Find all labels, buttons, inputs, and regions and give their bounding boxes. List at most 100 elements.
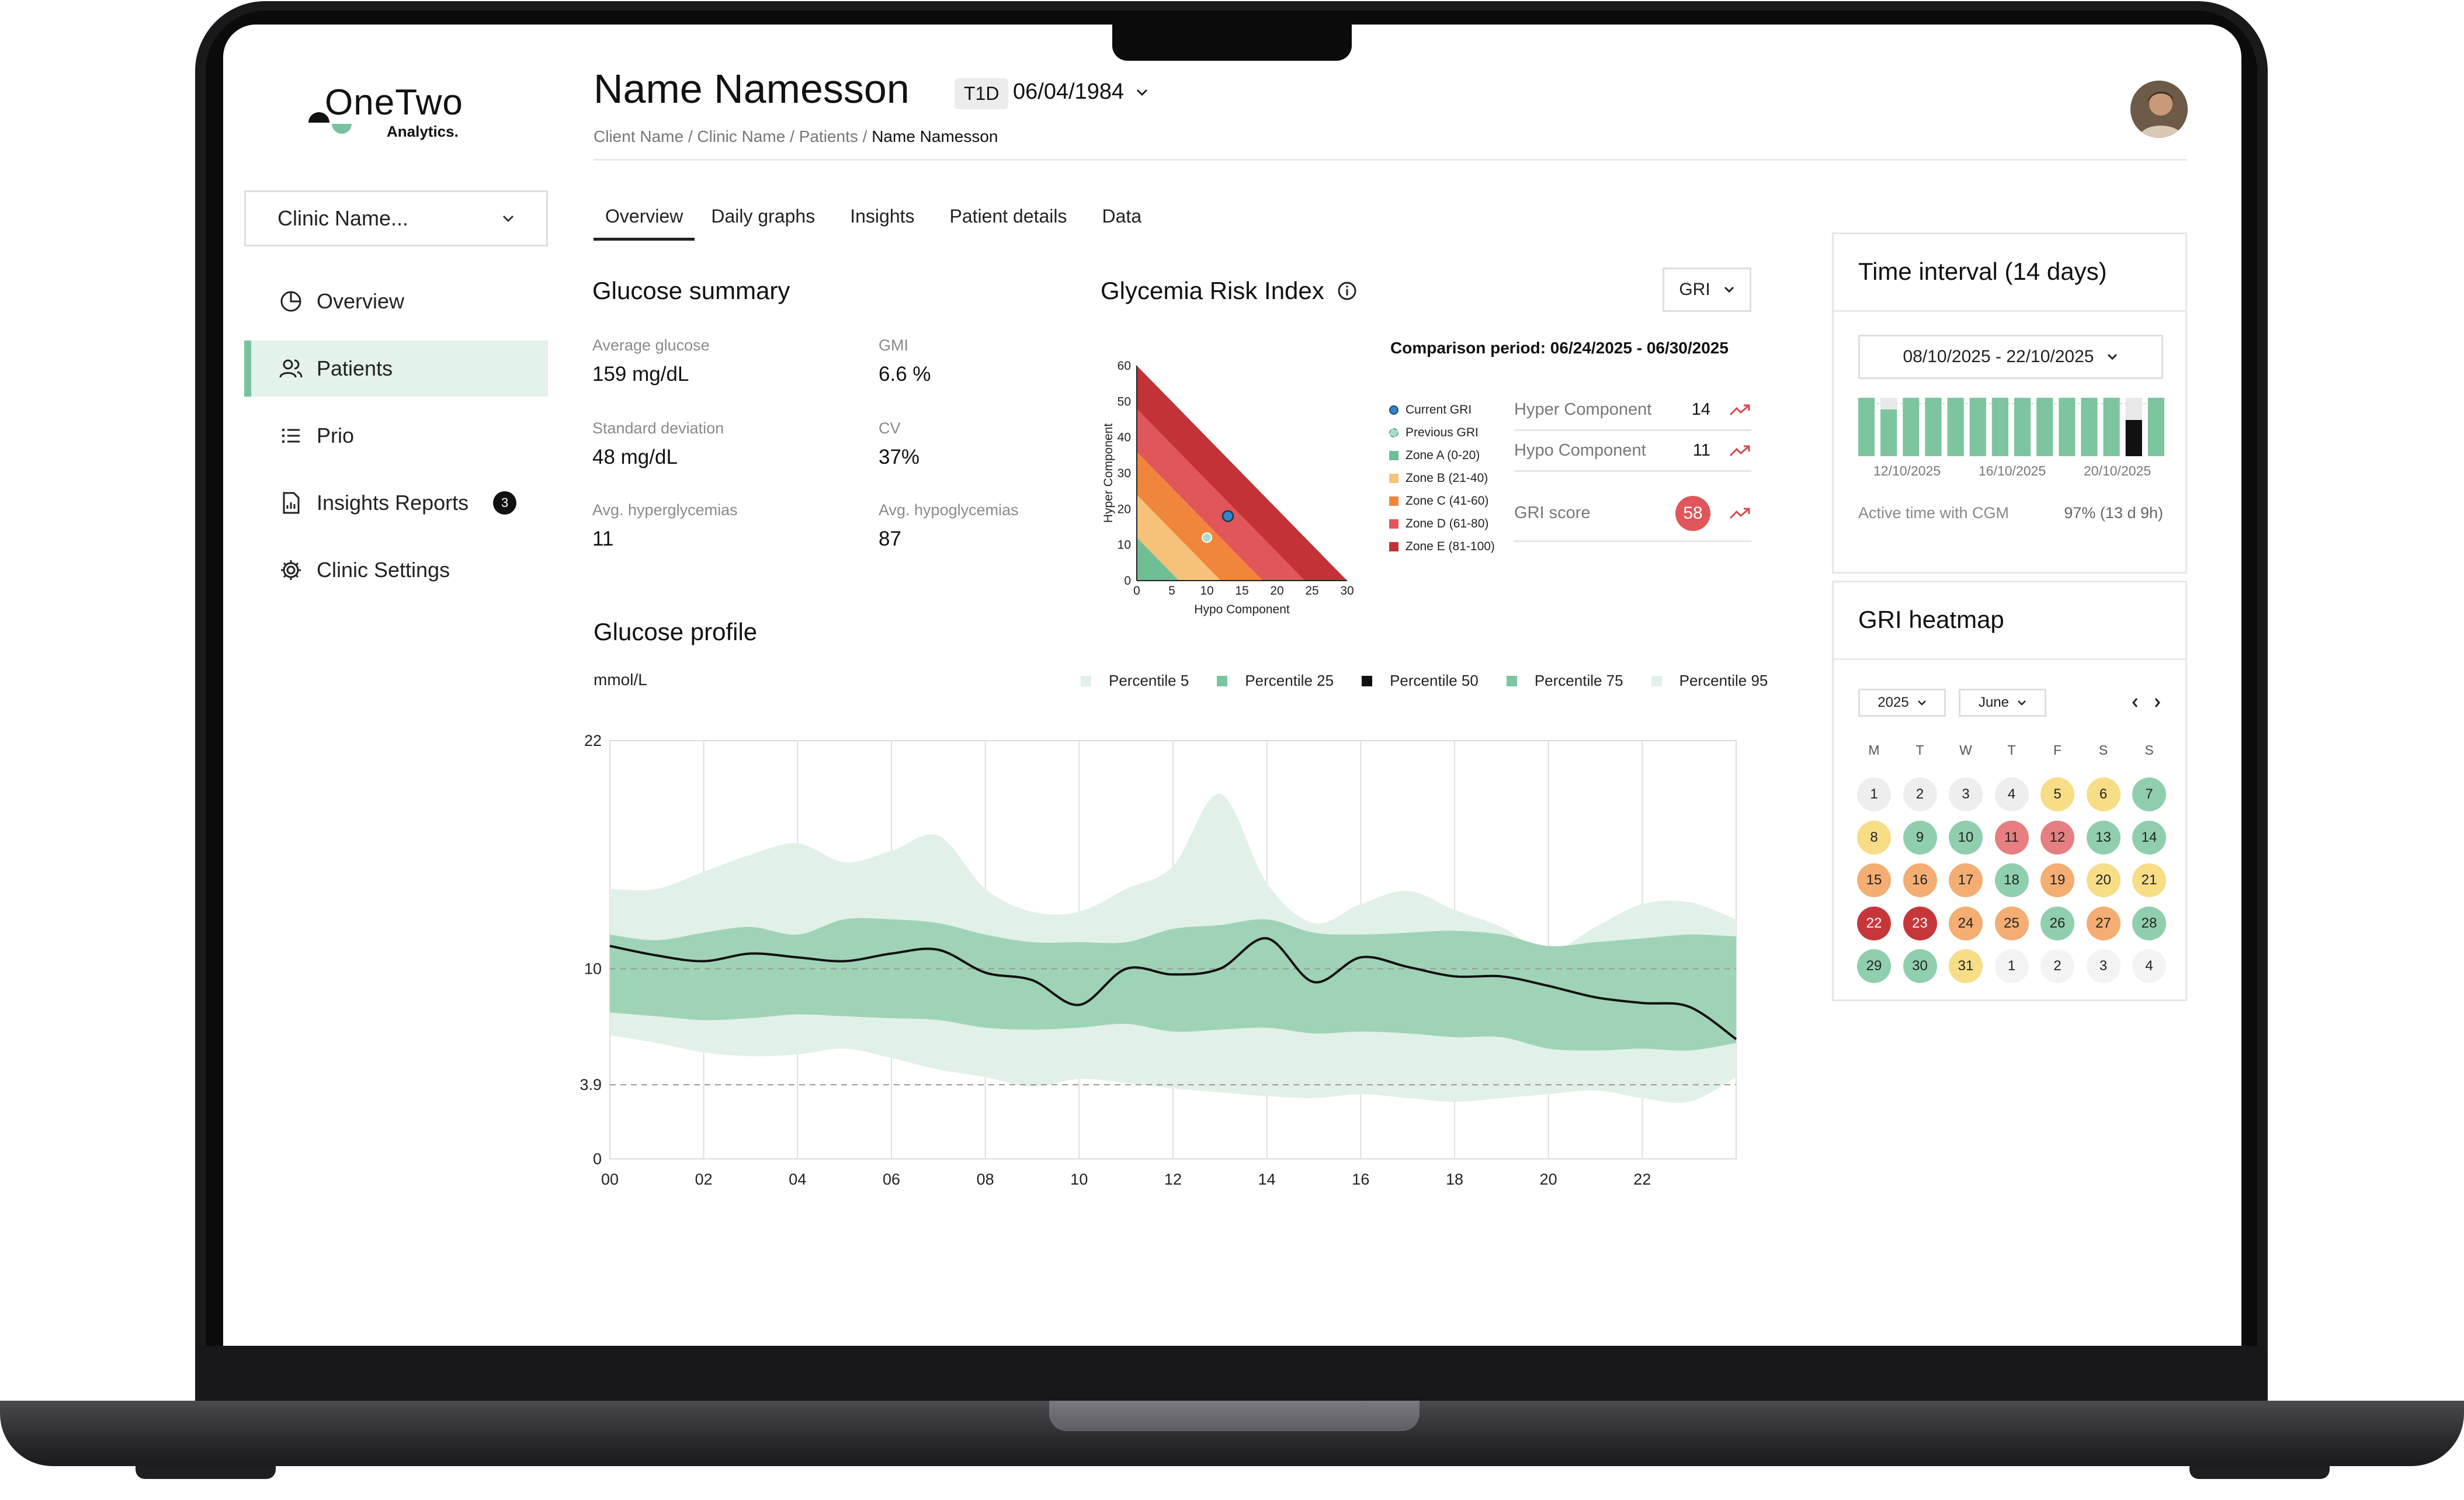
x-tick-label: 22 bbox=[1633, 1171, 1651, 1188]
cgm-bar-track bbox=[2059, 398, 2076, 456]
avatar[interactable] bbox=[2130, 81, 2188, 138]
gri-title: Glycemia Risk Index bbox=[1101, 277, 1324, 304]
gri-legend: Current GRI Previous GRI Zone A (0-20) Z… bbox=[1389, 398, 1495, 558]
cgm-bar-track bbox=[1903, 398, 1920, 456]
calendar-day[interactable]: 1 bbox=[1994, 949, 2029, 983]
calendar-day[interactable]: 17 bbox=[1949, 863, 1983, 897]
calendar-day[interactable]: 18 bbox=[1994, 863, 2029, 897]
sidebar-item-insights-reports[interactable]: Insights Reports 3 bbox=[244, 475, 548, 531]
calendar-day[interactable]: 20 bbox=[2086, 863, 2121, 897]
tab-patient-details[interactable]: Patient details bbox=[949, 206, 1067, 227]
weekday-label: S bbox=[2144, 742, 2154, 758]
calendar-day[interactable]: 3 bbox=[2086, 949, 2121, 983]
calendar-day[interactable]: 19 bbox=[2040, 863, 2074, 897]
calendar-day[interactable]: 9 bbox=[1903, 820, 1937, 855]
pie-chart-icon bbox=[278, 289, 304, 314]
cgm-date-tick: 12/10/2025 bbox=[1873, 463, 1941, 478]
calendar-day[interactable]: 1 bbox=[1857, 777, 1891, 811]
calendar-day[interactable]: 5 bbox=[2040, 777, 2074, 811]
legend-swatch bbox=[1389, 541, 1398, 551]
cgm-bar-track bbox=[1925, 398, 1942, 456]
breadcrumb-client[interactable]: Client Name bbox=[594, 127, 684, 145]
laptop-chin bbox=[195, 1346, 2268, 1402]
info-icon[interactable] bbox=[1337, 281, 1357, 301]
user-avatar-icon bbox=[2130, 81, 2188, 138]
legend-percentile-25: Percentile 25 bbox=[1217, 672, 1334, 690]
gri-x-label: Hypo Component bbox=[1194, 603, 1290, 616]
calendar-day[interactable]: 10 bbox=[1949, 820, 1983, 855]
legend-zone-a: Zone A (0-20) bbox=[1389, 444, 1495, 467]
list-icon bbox=[278, 423, 304, 449]
y-tick-label: 10 bbox=[584, 960, 602, 978]
chevron-left-icon[interactable] bbox=[2130, 696, 2140, 710]
weekday-label: T bbox=[1915, 742, 1924, 758]
calendar-day[interactable]: 25 bbox=[1994, 906, 2029, 940]
calendar-day[interactable]: 3 bbox=[1949, 777, 1983, 811]
legend-zone-e: Zone E (81-100) bbox=[1389, 535, 1495, 558]
calendar-day[interactable]: 6 bbox=[2086, 777, 2121, 811]
brand-subtitle: Analytics. bbox=[387, 123, 459, 140]
sidebar-item-label: Patients bbox=[317, 356, 393, 380]
calendar-day[interactable]: 2 bbox=[2040, 949, 2074, 983]
calendar-day[interactable]: 2 bbox=[1903, 777, 1937, 811]
calendar-day[interactable]: 24 bbox=[1949, 906, 1983, 940]
trend-up-icon bbox=[1729, 445, 1750, 456]
legend-percentile-5: Percentile 5 bbox=[1081, 672, 1189, 690]
calendar-day[interactable]: 12 bbox=[2040, 820, 2074, 855]
gri-x-tick: 10 bbox=[1200, 584, 1213, 598]
glucose-summary-title: Glucose summary bbox=[592, 277, 790, 304]
calendar-day[interactable]: 30 bbox=[1903, 949, 1937, 983]
brand-logo[interactable]: OneTwo Analytics. bbox=[264, 79, 463, 144]
breadcrumb-patients[interactable]: Patients bbox=[799, 127, 858, 145]
calendar-day[interactable]: 27 bbox=[2086, 906, 2121, 940]
calendar-day[interactable]: 13 bbox=[2086, 820, 2121, 855]
sidebar-nav: Overview Patients Prio Insights Reports … bbox=[244, 273, 548, 598]
chevron-down-icon bbox=[1137, 89, 1148, 96]
tab-overview[interactable]: Overview bbox=[594, 206, 695, 241]
heatmap-year-value: 2025 bbox=[1878, 695, 1909, 710]
calendar-day[interactable]: 28 bbox=[2132, 906, 2166, 940]
weekday-label: F bbox=[2053, 742, 2062, 758]
chevron-right-icon[interactable] bbox=[2153, 696, 2162, 710]
cgm-bar-track bbox=[1858, 398, 1875, 456]
calendar-day[interactable]: 4 bbox=[2132, 949, 2166, 983]
calendar-day[interactable]: 15 bbox=[1857, 863, 1891, 897]
calendar-day[interactable]: 23 bbox=[1903, 906, 1937, 940]
cgm-bar-track bbox=[2103, 398, 2120, 456]
heatmap-month-select[interactable]: June bbox=[1959, 689, 2046, 717]
gri-metric-select[interactable]: GRI bbox=[1663, 268, 1751, 312]
breadcrumb-clinic[interactable]: Clinic Name bbox=[697, 127, 786, 145]
clinic-select[interactable]: Clinic Name... bbox=[244, 190, 548, 246]
sidebar-item-patients[interactable]: Patients bbox=[244, 341, 548, 397]
gri-y-tick: 40 bbox=[1118, 431, 1131, 445]
x-tick-label: 20 bbox=[1540, 1171, 1557, 1188]
sidebar-item-prio[interactable]: Prio bbox=[244, 408, 548, 464]
tab-insights[interactable]: Insights bbox=[850, 206, 915, 227]
tab-data[interactable]: Data bbox=[1102, 206, 1142, 227]
legend-percentile-50: Percentile 50 bbox=[1362, 672, 1479, 690]
calendar-day[interactable]: 4 bbox=[1994, 777, 2029, 811]
breadcrumb-current: Name Namesson bbox=[872, 127, 998, 145]
dob-select[interactable]: 06/04/1984 bbox=[1013, 79, 1148, 105]
date-range-select[interactable]: 08/10/2025 - 22/10/2025 bbox=[1858, 335, 2163, 379]
cgm-bars bbox=[1858, 398, 2164, 456]
heatmap-year-select[interactable]: 2025 bbox=[1858, 689, 1946, 717]
calendar-day[interactable]: 22 bbox=[1857, 906, 1891, 940]
legend-swatch bbox=[1389, 428, 1398, 438]
calendar-day[interactable]: 26 bbox=[2040, 906, 2074, 940]
hypo-component-row: Hypo Component 11 bbox=[1514, 431, 1751, 472]
cgm-bar-gap bbox=[1880, 398, 1897, 409]
legend-zone-d: Zone D (61-80) bbox=[1389, 512, 1495, 535]
tab-daily-graphs[interactable]: Daily graphs bbox=[711, 206, 815, 227]
sidebar-item-clinic-settings[interactable]: Clinic Settings bbox=[244, 542, 548, 598]
calendar-day[interactable]: 11 bbox=[1994, 820, 2029, 855]
calendar-day[interactable]: 31 bbox=[1949, 949, 1983, 983]
sidebar-item-overview[interactable]: Overview bbox=[244, 273, 548, 329]
calendar-day[interactable]: 8 bbox=[1857, 820, 1891, 855]
chevron-down-icon bbox=[1917, 700, 1926, 706]
calendar-day[interactable]: 16 bbox=[1903, 863, 1937, 897]
calendar-day[interactable]: 21 bbox=[2132, 863, 2166, 897]
calendar-day[interactable]: 29 bbox=[1857, 949, 1891, 983]
calendar-day[interactable]: 14 bbox=[2132, 820, 2166, 855]
calendar-day[interactable]: 7 bbox=[2132, 777, 2166, 811]
